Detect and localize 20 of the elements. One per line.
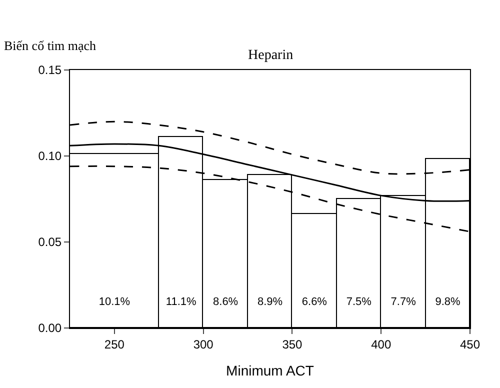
x-tick-label: 300 [193,337,214,352]
data-label: 7.7% [390,296,416,308]
data-label: 6.6% [302,296,328,308]
y-tick-label: 0.10 [38,149,62,164]
data-label: 10.1% [98,296,130,308]
chart-title: Heparin [248,48,294,63]
x-tick-label: 400 [371,337,392,352]
y-axis-title: Biến cố tim mạch [4,38,97,53]
data-label: 7.5% [346,296,372,308]
data-label: 11.1% [166,296,197,308]
x-tick-label: 450 [460,337,480,352]
x-axis-title: Minimum ACT [226,362,314,379]
y-tick-label: 0.00 [38,321,62,336]
data-label: 8.6% [213,296,238,308]
x-tick-label: 250 [104,337,125,352]
data-label: 9.8% [435,296,461,308]
y-tick-label: 0.05 [38,235,62,250]
x-tick-label: 350 [282,337,303,352]
data-label: 8.9% [257,296,283,308]
y-tick-label: 0.15 [38,63,62,78]
